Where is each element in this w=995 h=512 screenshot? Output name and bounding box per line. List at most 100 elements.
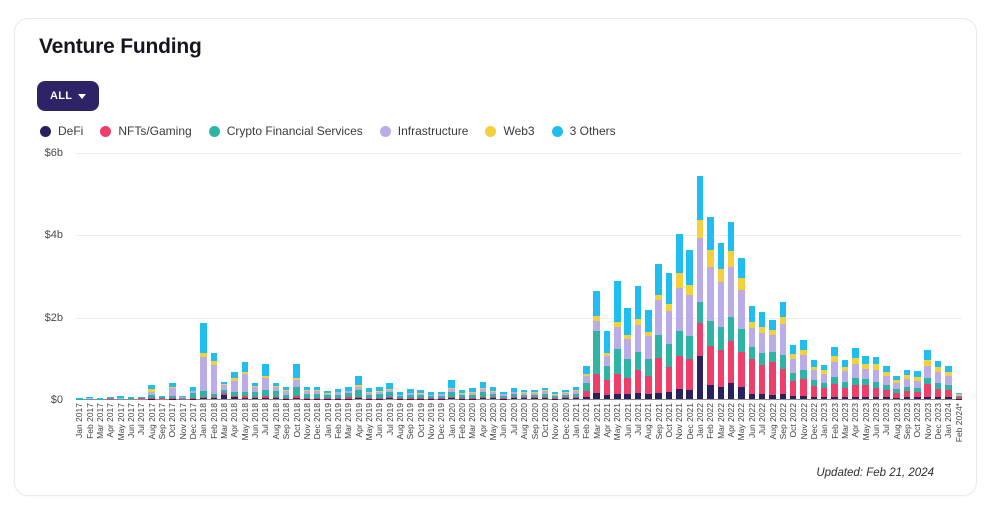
bar-column[interactable] — [324, 152, 331, 399]
bar-column[interactable] — [841, 152, 849, 399]
bar-column[interactable] — [934, 152, 942, 399]
bar-column[interactable] — [448, 152, 455, 399]
bar-column[interactable] — [810, 152, 818, 399]
bar-column[interactable] — [510, 152, 518, 399]
bar-column[interactable] — [169, 152, 176, 399]
bar-column[interactable] — [676, 152, 683, 399]
bar-column[interactable] — [251, 152, 259, 399]
bar-column[interactable] — [438, 152, 445, 399]
legend-item[interactable]: Infrastructure — [379, 124, 468, 138]
bar-column[interactable] — [717, 152, 725, 399]
bar-column[interactable] — [417, 152, 424, 399]
bar-column[interactable] — [200, 152, 207, 399]
bar-column[interactable] — [748, 152, 756, 399]
bar-column[interactable] — [334, 152, 342, 399]
bar-column[interactable] — [738, 152, 745, 399]
bar-column[interactable] — [127, 152, 135, 399]
bar-segment — [624, 338, 631, 360]
bar-column[interactable] — [386, 152, 393, 399]
bar-column[interactable] — [458, 152, 466, 399]
bar-column[interactable] — [355, 152, 362, 399]
bar-column[interactable] — [500, 152, 507, 399]
bar-column[interactable] — [158, 152, 166, 399]
filter-all-button[interactable]: ALL — [37, 81, 100, 111]
bar-column[interactable] — [551, 152, 559, 399]
bar-column[interactable] — [303, 152, 311, 399]
bar-column[interactable] — [396, 152, 404, 399]
bar-column[interactable] — [541, 152, 549, 399]
bar-column[interactable] — [883, 152, 890, 399]
bar-column[interactable] — [262, 152, 269, 399]
bar-column[interactable] — [189, 152, 197, 399]
bar-column[interactable] — [800, 152, 807, 399]
bar-segment — [852, 364, 859, 378]
bar-column[interactable] — [313, 152, 321, 399]
bar-column[interactable] — [407, 152, 414, 399]
bar-column[interactable] — [86, 152, 93, 399]
bar-column[interactable] — [727, 152, 735, 399]
bar-column[interactable] — [893, 152, 900, 399]
bar-column[interactable] — [831, 152, 838, 399]
bar-column[interactable] — [655, 152, 662, 399]
bar-column[interactable] — [945, 152, 952, 399]
bar-column[interactable] — [862, 152, 869, 399]
bar-column[interactable] — [593, 152, 600, 399]
bar-column[interactable] — [758, 152, 766, 399]
bar-column[interactable] — [96, 152, 104, 399]
bar-column[interactable] — [769, 152, 776, 399]
bar-column[interactable] — [231, 152, 238, 399]
bar-column[interactable] — [179, 152, 186, 399]
bar-column[interactable] — [520, 152, 528, 399]
bar-column[interactable] — [272, 152, 280, 399]
bar-column[interactable] — [789, 152, 797, 399]
legend-item[interactable]: Crypto Financial Services — [208, 124, 363, 138]
bar-segment — [417, 394, 424, 398]
bar-column[interactable] — [603, 152, 611, 399]
bar-segment — [583, 366, 590, 375]
bar-column[interactable] — [220, 152, 228, 399]
bar-column[interactable] — [489, 152, 497, 399]
bar-column[interactable] — [138, 152, 145, 399]
bar-column[interactable] — [562, 152, 569, 399]
bar-column[interactable] — [614, 152, 621, 399]
bar-column[interactable] — [852, 152, 859, 399]
legend-item[interactable]: 3 Others — [551, 124, 616, 138]
x-tick-label: Feb 2017 — [84, 403, 95, 439]
bar-column[interactable] — [779, 152, 787, 399]
legend-item[interactable]: NFTs/Gaming — [100, 124, 192, 138]
bar-column[interactable] — [76, 152, 83, 399]
bar-column[interactable] — [531, 152, 538, 399]
bar-column[interactable] — [345, 152, 352, 399]
bar-column[interactable] — [665, 152, 673, 399]
bar-column[interactable] — [427, 152, 435, 399]
bar-column[interactable] — [707, 152, 714, 399]
bar-column[interactable] — [117, 152, 124, 399]
bar-column[interactable] — [148, 152, 155, 399]
bar-column[interactable] — [624, 152, 631, 399]
bar-column[interactable] — [210, 152, 217, 399]
bar-column[interactable] — [365, 152, 373, 399]
bar-segment — [934, 382, 942, 389]
bar-column[interactable] — [572, 152, 580, 399]
bar-column[interactable] — [914, 152, 921, 399]
bar-column[interactable] — [479, 152, 487, 399]
bar-column[interactable] — [293, 152, 300, 399]
bar-segment — [365, 394, 373, 398]
bar-column[interactable] — [645, 152, 652, 399]
bar-column[interactable] — [686, 152, 693, 399]
legend-item[interactable]: DeFi — [40, 124, 83, 138]
bar-column[interactable] — [924, 152, 931, 399]
bar-column[interactable] — [696, 152, 704, 399]
bar-column[interactable] — [282, 152, 290, 399]
bar-column[interactable] — [241, 152, 249, 399]
bar-column[interactable] — [376, 152, 383, 399]
bar-column[interactable] — [872, 152, 880, 399]
bar-column[interactable] — [955, 152, 962, 399]
bar-column[interactable] — [583, 152, 590, 399]
bar-column[interactable] — [903, 152, 911, 399]
bar-column[interactable] — [634, 152, 642, 399]
bar-column[interactable] — [107, 152, 114, 399]
legend-item[interactable]: Web3 — [485, 124, 535, 138]
bar-column[interactable] — [820, 152, 828, 399]
bar-column[interactable] — [469, 152, 476, 399]
